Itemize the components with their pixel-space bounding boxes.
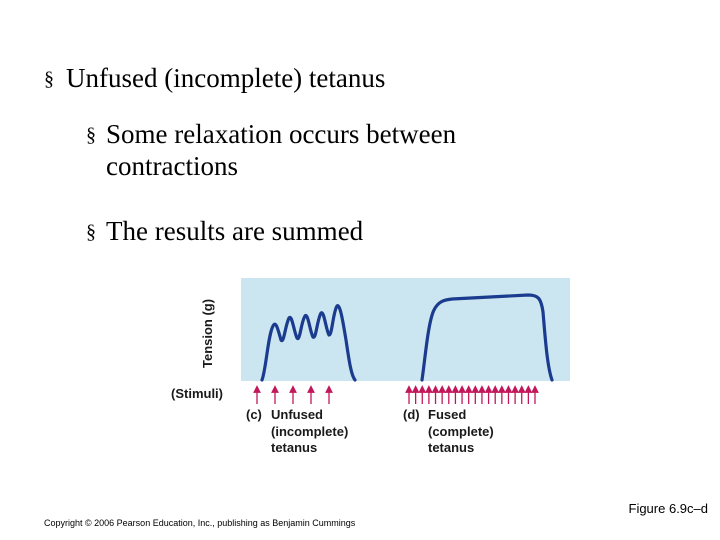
bullet-marker: § [86,124,96,146]
bullet-sub-2: § The results are summed [86,215,363,247]
panel-d-letter: (d) [403,407,420,422]
unfused-tetanus-trace [260,304,357,382]
panel-c-letter: (c) [246,407,262,422]
bullet-marker: § [86,221,96,243]
stimulus-arrows-unfused [253,385,333,404]
stimulus-arrows-fused [405,385,539,404]
bullet-main-text: Unfused (incomplete) tetanus [66,63,386,93]
bullet-main: § Unfused (incomplete) tetanus [44,62,385,94]
figure-reference: Figure 6.9c–d [628,501,709,516]
copyright-notice: Copyright © 2006 Pearson Education, Inc.… [44,518,356,528]
bullet-marker: § [44,68,54,90]
panel-d-line-2: (complete) [428,424,494,439]
y-axis-label: Tension (g) [200,299,215,368]
bullet-sub-2-text: The results are summed [106,216,364,246]
panel-d-line-1: Fused [428,407,466,422]
stimuli-label: (Stimuli) [171,386,223,401]
bullet-sub-1-line-1: Some relaxation occurs between [106,119,457,149]
panel-c-line-3: tetanus [271,440,317,455]
panel-c-line-2: (incomplete) [271,424,348,439]
plot-background [241,278,570,381]
fused-tetanus-trace [420,293,554,382]
bullet-sub-1-line-2: contractions [106,151,238,181]
bullet-sub-1: § Some relaxation occurs between contrac… [86,118,556,182]
panel-c-line-1: Unfused [271,407,323,422]
panel-d-line-3: tetanus [428,440,474,455]
